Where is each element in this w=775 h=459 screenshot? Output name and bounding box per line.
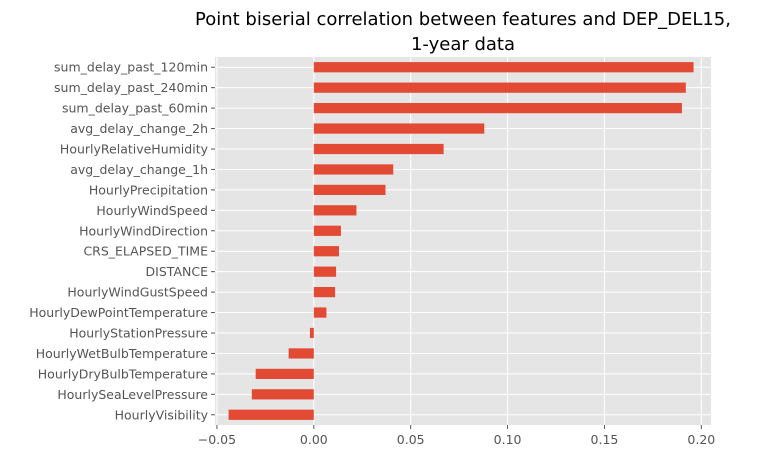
- bar: [313, 266, 337, 277]
- x-tick-labels: −0.05 0.00 0.05 0.10 0.15 0.20: [198, 425, 715, 447]
- y-tick-label: HourlySeaLevelPressure: [57, 387, 208, 402]
- y-tick-label: HourlyPrecipitation: [89, 182, 208, 197]
- chart-title: Point biserial correlation between featu…: [195, 9, 731, 30]
- x-tick-label: 0.15: [591, 432, 619, 447]
- bar: [313, 62, 694, 73]
- x-tick-label: 0.05: [397, 432, 425, 447]
- y-tick-label: HourlyRelativeHumidity: [60, 142, 209, 157]
- y-tick-label: sum_delay_past_120min: [54, 60, 208, 75]
- bar: [228, 409, 314, 420]
- bar: [313, 103, 682, 114]
- y-tick-labels: sum_delay_past_120min sum_delay_past_240m…: [29, 60, 215, 422]
- x-tick-label: 0.10: [494, 432, 522, 447]
- bar: [313, 287, 336, 298]
- y-tick-label: HourlyWindGustSpeed: [67, 285, 208, 300]
- bar: [313, 143, 444, 155]
- bar: [288, 348, 314, 359]
- chart-subtitle: 1-year data: [411, 34, 515, 55]
- bar: [313, 205, 357, 216]
- y-tick-label: sum_delay_past_60min: [62, 101, 208, 116]
- bar: [313, 307, 327, 318]
- y-tick-label: HourlyDewPointTemperature: [29, 305, 208, 320]
- bar: [251, 389, 314, 400]
- x-tick-label: −0.05: [198, 432, 236, 447]
- plot-background: [215, 57, 711, 425]
- bar: [313, 246, 339, 257]
- y-tick-label: CRS_ELAPSED_TIME: [83, 244, 208, 259]
- bar: [255, 368, 314, 379]
- y-tick-label: DISTANCE: [146, 264, 209, 279]
- y-tick-label: HourlyWetBulbTemperature: [36, 346, 209, 361]
- bar: [309, 327, 314, 339]
- y-tick-label: HourlyStationPressure: [69, 326, 208, 341]
- y-tick-label: HourlyWindSpeed: [96, 203, 208, 218]
- bar: [313, 123, 485, 134]
- y-tick-label: HourlyWindDirection: [79, 223, 208, 238]
- y-tick-label: HourlyVisibility: [115, 407, 209, 422]
- bar: [313, 164, 394, 175]
- x-tick-label: 0.00: [300, 432, 328, 447]
- bar: [313, 184, 386, 195]
- x-tick-label: 0.20: [687, 432, 715, 447]
- y-tick-label: sum_delay_past_240min: [54, 80, 208, 95]
- y-tick-label: avg_delay_change_1h: [70, 162, 208, 177]
- bar: [313, 225, 341, 236]
- y-tick-label: HourlyDryBulbTemperature: [38, 366, 209, 381]
- bars: [228, 62, 694, 420]
- y-tick-label: avg_delay_change_2h: [70, 121, 208, 136]
- bar: [313, 82, 686, 93]
